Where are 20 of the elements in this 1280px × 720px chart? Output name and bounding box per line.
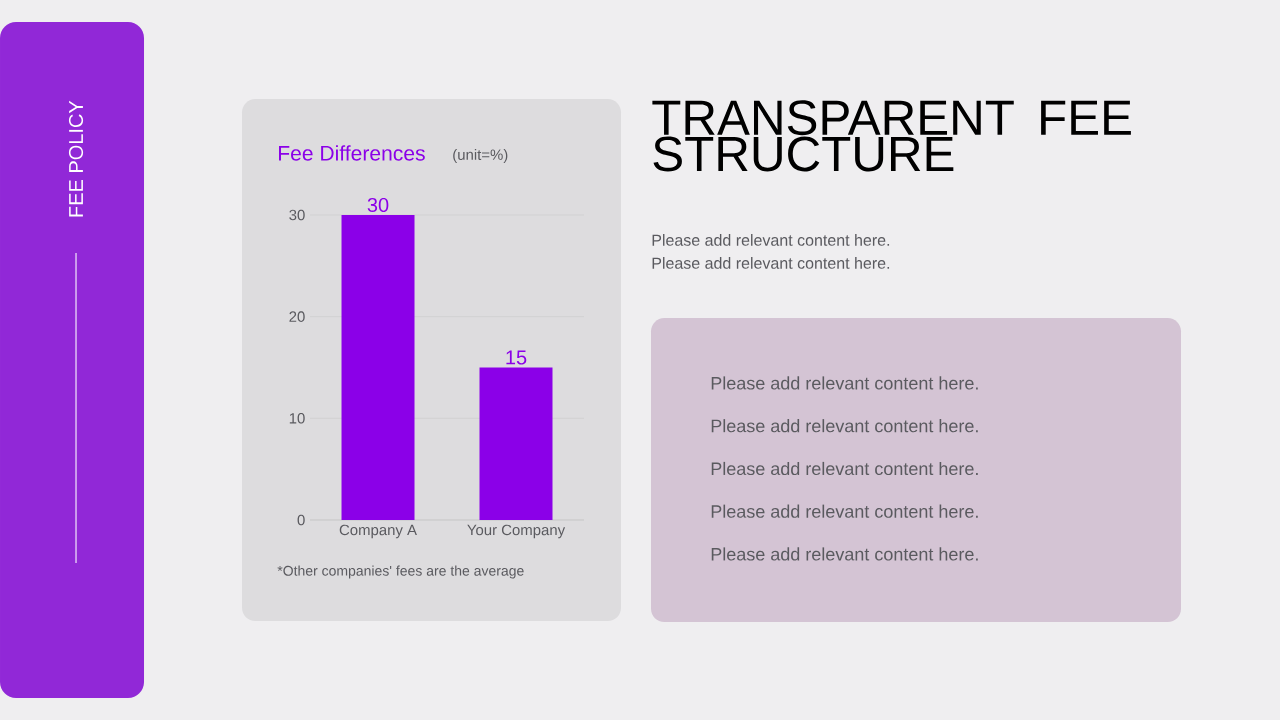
text: Please add relevant content here. [711,461,978,476]
y-tick-label: 20 [289,311,305,322]
chart-subtitle: (unit=%) [453,149,508,163]
text: *Other companies' fees are the average [277,565,524,579]
text: Please add relevant content here. [711,419,978,433]
chart-title: Fee Differences [279,145,425,161]
text: TRANSPARENT FEE STRUCTURE [652,100,1131,172]
text: Please add relevant content here. [652,257,890,269]
y-tick-label: 30 [289,209,305,221]
text: Please add relevant content here. [711,504,978,518]
text: FEE POLICY [68,100,84,217]
data-label: 30 [367,197,389,213]
text: Please add relevant content here. [711,547,978,561]
text: Please add relevant content here. [711,376,978,390]
x-tick-label: Company A [339,524,417,539]
y-tick-label: 10 [289,413,305,424]
y-tick-label: 0 [297,514,305,526]
data-label: 15 [506,350,527,365]
x-tick-label: Your Company [467,524,566,539]
text: Please add relevant content here. [652,234,890,246]
